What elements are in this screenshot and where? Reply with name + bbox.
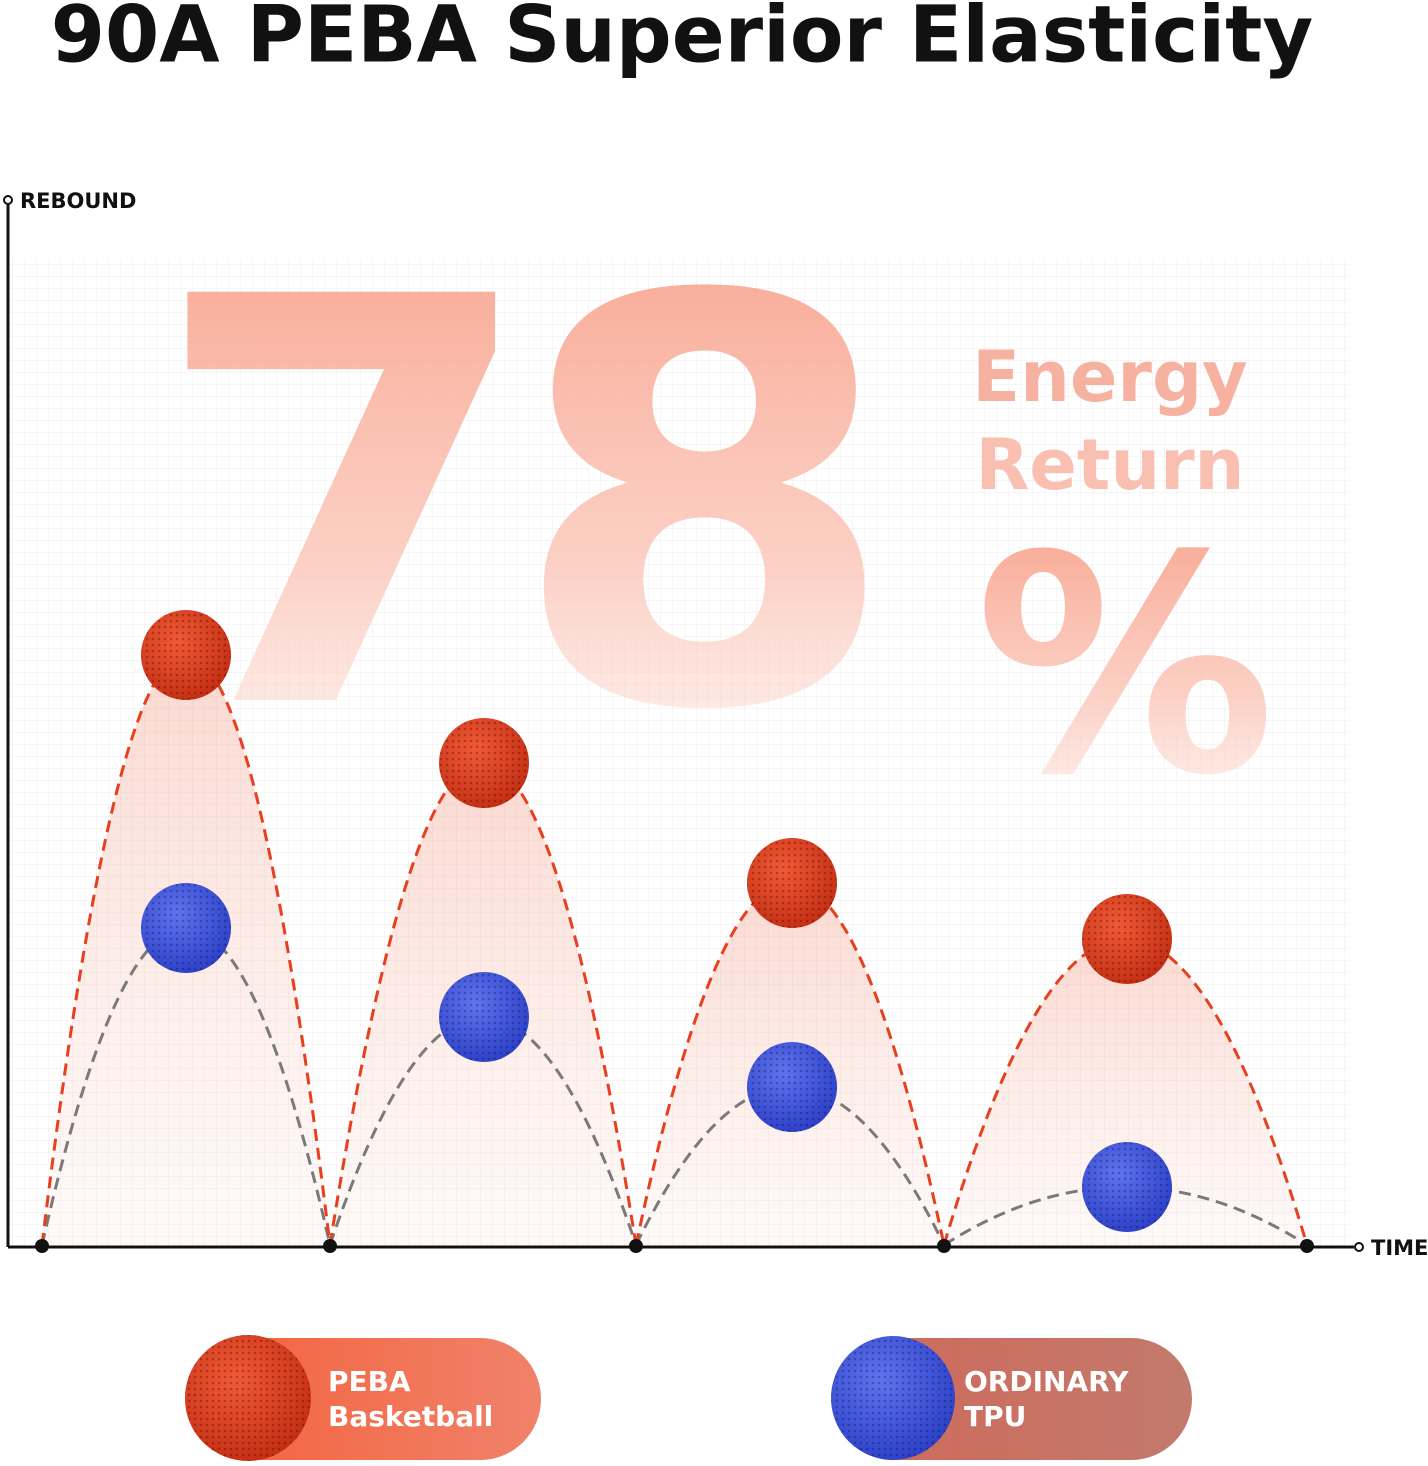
bounce-point <box>629 1239 643 1253</box>
ball-texture <box>831 1336 955 1460</box>
ball-texture <box>747 838 837 928</box>
legend-label: TPU <box>964 1400 1026 1433</box>
ball-texture <box>141 610 231 700</box>
x-axis-label: TIME <box>1371 1236 1428 1260</box>
ball-texture <box>185 1335 311 1461</box>
headline-caption: Energy <box>972 336 1247 418</box>
ball-texture <box>439 972 529 1062</box>
legend-item: PEBA Basketball <box>185 1335 541 1461</box>
ball-texture <box>141 883 231 973</box>
headline-number: 78 <box>150 181 869 833</box>
axis-end <box>3 195 13 205</box>
ball-texture <box>1082 894 1172 984</box>
legend-item: ORDINARY TPU <box>831 1336 1192 1460</box>
title: 90A PEBA Superior Elasticity <box>51 0 1314 80</box>
bounce-point <box>937 1239 951 1253</box>
legend-label: PEBA <box>328 1365 411 1398</box>
legend-label: Basketball <box>328 1400 493 1433</box>
bounce-point <box>323 1239 337 1253</box>
legend-label: ORDINARY <box>964 1365 1129 1398</box>
ball-texture <box>439 718 529 808</box>
ball-texture <box>1082 1142 1172 1232</box>
ball-texture <box>747 1042 837 1132</box>
bounce-point <box>1300 1239 1314 1253</box>
y-axis-label: REBOUND <box>20 189 136 213</box>
bounce-point <box>35 1239 49 1253</box>
axis-end <box>1354 1242 1364 1252</box>
headline-symbol: % <box>975 492 1276 841</box>
bounce-arcs <box>40 610 1309 1247</box>
headline-caption: Return <box>975 424 1244 506</box>
tpu-arc <box>40 926 332 1246</box>
